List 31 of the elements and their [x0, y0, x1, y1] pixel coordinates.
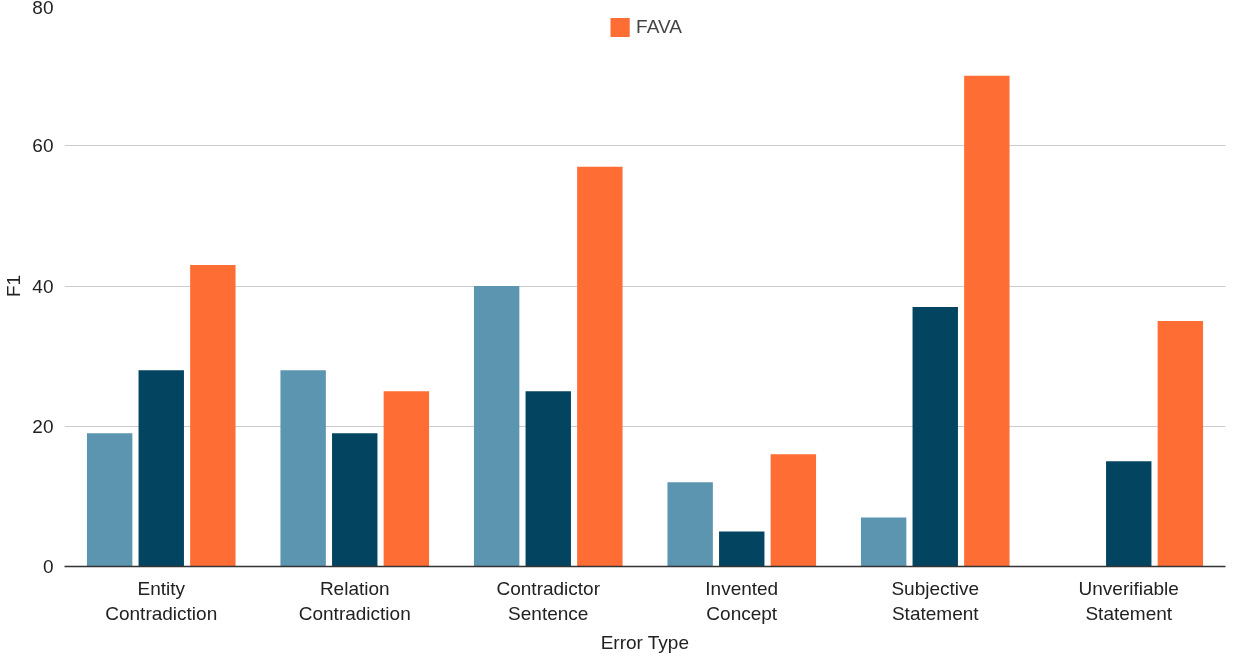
- bar: [719, 531, 765, 567]
- bar: [190, 264, 236, 567]
- x-tick-label: Contradictor Sentence: [496, 577, 601, 624]
- x-tick-label: Invented Concept: [705, 577, 779, 624]
- bar: [525, 391, 571, 567]
- y-tick-label: 80: [32, 0, 54, 18]
- bar: [667, 482, 713, 567]
- y-tick-label: 20: [32, 415, 54, 437]
- bar: [912, 307, 958, 567]
- bar: [473, 286, 520, 567]
- x-tick-label: Subjective Statement: [891, 577, 980, 624]
- bar: [280, 370, 326, 567]
- y-tick-label: 40: [32, 275, 54, 297]
- bar: [383, 391, 430, 567]
- bar: [1157, 321, 1204, 567]
- bar: [964, 75, 1010, 567]
- x-tick-label: Relation Contradiction: [298, 577, 411, 624]
- x-tick-label: Entity Contradiction: [105, 577, 218, 624]
- y-tick-label: 60: [32, 135, 54, 157]
- legend-label: FAVA: [636, 16, 682, 38]
- y-tick-label: 0: [42, 556, 54, 577]
- x-tick-label: Unverifiable Statement: [1078, 577, 1179, 624]
- y-axis-title: F1: [3, 274, 25, 298]
- bar: [860, 517, 907, 567]
- bar: [86, 433, 133, 567]
- bar: [332, 433, 378, 567]
- bar: [577, 166, 623, 567]
- bar: [138, 370, 184, 567]
- bar: [1106, 461, 1152, 567]
- x-axis-title: Error Type: [600, 631, 690, 653]
- bar: [770, 454, 817, 567]
